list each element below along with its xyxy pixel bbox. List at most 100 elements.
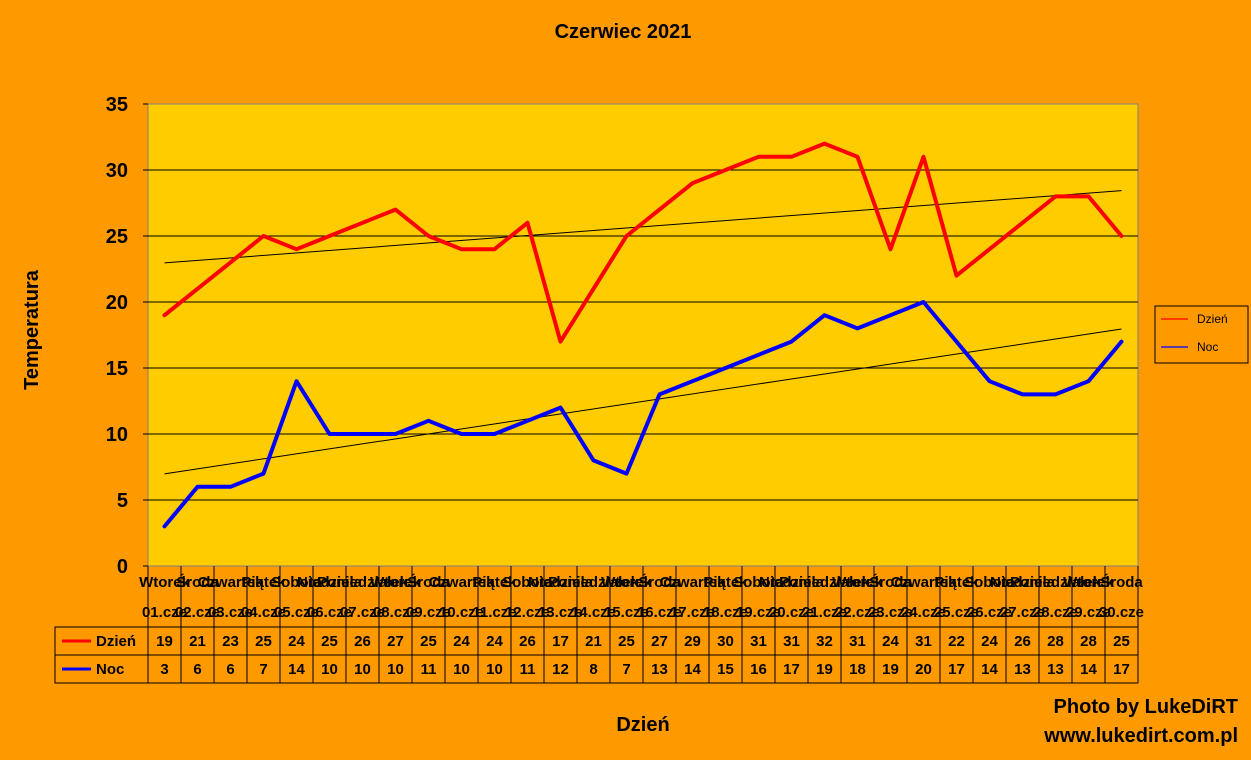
table-cell: 17	[948, 661, 965, 678]
x-weekday-label: Wtorek	[601, 574, 652, 591]
x-date-label: 01.cze	[142, 604, 187, 621]
x-date-label: 18.cze	[703, 604, 748, 621]
x-date-label: 20.cze	[769, 604, 814, 621]
x-weekday-label: Środa	[1100, 573, 1143, 591]
table-cell: 7	[622, 661, 630, 678]
x-weekday-label: Środa	[407, 573, 450, 591]
table-cell: 10	[453, 661, 470, 678]
y-axis-ticks: 0 5 10 15 20 25 30 35	[106, 94, 148, 578]
table-cell: 7	[259, 661, 267, 678]
table-cell: 29	[684, 633, 701, 650]
table-cell: 11	[421, 661, 437, 678]
legend: Dzień Noc	[1154, 305, 1249, 364]
y-axis-label: Temperatura	[21, 269, 43, 390]
table-cell: 12	[552, 661, 569, 678]
table-cell: 32	[816, 633, 833, 650]
table-cell: 14	[1080, 661, 1097, 678]
x-date-label: 11.cze	[472, 604, 516, 621]
table-cell: 28	[1047, 633, 1064, 650]
table-cell: 31	[915, 633, 932, 650]
table-cell: 10	[321, 661, 338, 678]
x-date-label: 04.cze	[241, 604, 286, 621]
table-cell: 25	[321, 633, 338, 650]
table-cell: 20	[915, 661, 932, 678]
table-cell: 21	[585, 633, 602, 650]
table-cell: 31	[849, 633, 866, 650]
series-line-Dzień	[162, 141, 1124, 344]
table-cell: 3	[160, 661, 168, 678]
x-date-label: 16.cze	[637, 604, 682, 621]
x-weekday-label: Wtorek	[370, 574, 421, 591]
table-cell: 10	[387, 661, 404, 678]
trendlines	[164, 190, 1122, 475]
table-cell: 25	[618, 633, 635, 650]
x-date-label: 19.cze	[736, 604, 781, 621]
x-weekday-label: Piątek	[934, 574, 979, 591]
legend-label: Noc	[1197, 340, 1218, 354]
table-cell: 26	[354, 633, 371, 650]
x-weekday-label: Sobota	[964, 574, 1015, 591]
x-date-label: 02.cze	[175, 604, 220, 621]
x-weekday-label: Sobota	[502, 574, 553, 591]
table-cell: 14	[981, 661, 998, 678]
table-cell: 27	[387, 633, 404, 650]
table-cell: 30	[717, 633, 734, 650]
table-cell: 24	[486, 633, 503, 650]
x-date-label: 10.cze	[439, 604, 484, 621]
table-cell: 24	[981, 633, 998, 650]
table-cell: 24	[288, 633, 305, 650]
table-cell: 14	[288, 661, 305, 678]
x-weekday-label: Wtorek	[832, 574, 883, 591]
x-date-label: 03.cze	[208, 604, 253, 621]
x-date-label: 08.cze	[373, 604, 418, 621]
x-weekday-label: Środa	[176, 573, 219, 591]
legend-label: Dzień	[1197, 312, 1228, 326]
credit-website: www.lukedirt.com.pl	[1043, 725, 1238, 747]
x-weekday-label: Piątek	[703, 574, 748, 591]
x-weekday-label: Piątek	[241, 574, 286, 591]
x-date-label: 06.cze	[307, 604, 352, 621]
x-date-label: 24.cze	[901, 604, 946, 621]
table-cell: 6	[226, 661, 234, 678]
x-axis-labels: Wtorek01.czeŚroda02.czeCzwartek03.czePią…	[139, 573, 1144, 621]
x-date-label: 05.cze	[274, 604, 319, 621]
x-weekday-label: Sobota	[271, 574, 322, 591]
table-cell: 24	[882, 633, 899, 650]
table-cell: 10	[486, 661, 503, 678]
x-weekday-label: Środa	[638, 573, 681, 591]
table-cell: 17	[783, 661, 800, 678]
x-weekday-label: Wtorek	[1063, 574, 1114, 591]
table-cell: 14	[684, 661, 701, 678]
x-date-label: 27.cze	[1000, 604, 1045, 621]
x-weekday-label: Poniedziałek	[1010, 574, 1102, 591]
x-weekday-label: Poniedziałek	[548, 574, 640, 591]
table-cell: 17	[552, 633, 569, 650]
y-tick-label: 30	[106, 160, 128, 182]
y-tick-label: 10	[106, 424, 128, 446]
table-cell: 24	[453, 633, 470, 650]
x-weekday-label: Poniedziałek	[779, 574, 871, 591]
x-date-label: 30.cze	[1099, 604, 1144, 621]
table-cell: 18	[849, 661, 866, 678]
table-cell: 8	[589, 661, 597, 678]
y-tick-label: 0	[117, 556, 128, 578]
x-axis-label: Dzień	[616, 714, 669, 736]
x-date-label: 22.cze	[835, 604, 880, 621]
x-date-label: 21.cze	[802, 604, 847, 621]
x-date-label: 15.cze	[604, 604, 649, 621]
x-date-label: 14.cze	[571, 604, 616, 621]
y-tick-label: 35	[106, 94, 128, 116]
table-cell: 6	[193, 661, 201, 678]
table-cell: 25	[255, 633, 272, 650]
series-lines	[162, 141, 1124, 529]
table-cell: 26	[519, 633, 536, 650]
x-date-label: 17.cze	[670, 604, 715, 621]
x-weekday-label: Piątek	[472, 574, 517, 591]
x-weekday-label: Sobota	[733, 574, 784, 591]
table-cell: 13	[1014, 661, 1031, 678]
trendline-Dzień	[164, 190, 1122, 264]
table-cell: 17	[1113, 661, 1130, 678]
x-date-label: 29.cze	[1066, 604, 1111, 621]
table-cell: 19	[882, 661, 899, 678]
table-cell: 21	[189, 633, 206, 650]
